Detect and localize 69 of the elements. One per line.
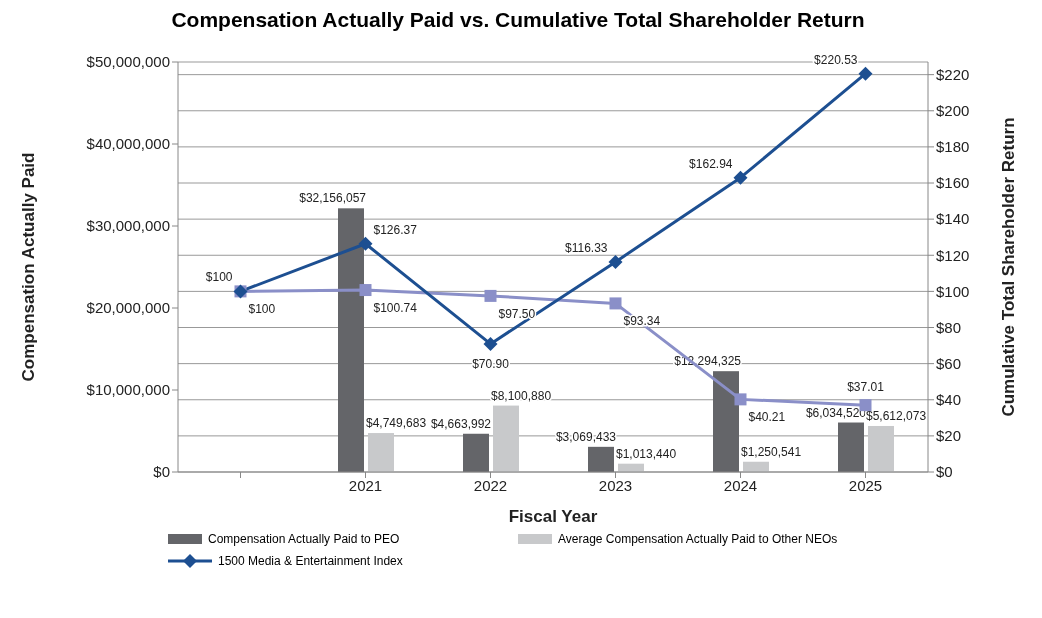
bar	[463, 433, 489, 472]
data-label: $1,013,440	[616, 446, 677, 461]
bar	[338, 208, 364, 472]
y-tick-label: $0	[153, 463, 170, 481]
x-axis-title: Fiscal Year	[508, 507, 598, 526]
bar	[588, 446, 614, 472]
point	[358, 236, 373, 251]
y-tick-label: $20,000,000	[86, 299, 170, 317]
point	[608, 254, 623, 269]
y-axis-title: Compensation Actually Paid	[19, 152, 39, 382]
y2-tick-label: $0	[936, 463, 953, 481]
y2-tick-label: $80	[936, 318, 962, 336]
data-label: $116.33	[565, 240, 608, 255]
y2-tick-label: $100	[936, 282, 970, 300]
y2-axis-title: Cumulative Total Shareholder Return	[999, 117, 1019, 417]
y-tick-label: $30,000,000	[86, 217, 170, 235]
legend-label: Compensation Actually Paid to PEO	[208, 532, 400, 546]
data-label: $1,250,541	[741, 444, 802, 459]
y-tick-label: $10,000,000	[86, 381, 170, 399]
point	[858, 66, 873, 81]
y-tick-label: $50,000,000	[86, 53, 170, 71]
data-label: $5,612,073	[866, 408, 927, 423]
data-label: $4,663,992	[430, 416, 492, 431]
data-label: $70.90	[472, 356, 510, 371]
data-label: $93.34	[623, 314, 661, 329]
x-tick-label: 2025	[848, 476, 883, 494]
data-label: $12,294,325	[674, 354, 742, 369]
legend-label: Average Compensation Actually Paid to Other NEOs	[558, 532, 838, 546]
x-tick-label: 2022	[473, 476, 508, 494]
y2-tick-label: $200	[936, 102, 970, 120]
data-label: $6,034,520	[805, 405, 867, 420]
y2-tick-label: $160	[936, 174, 970, 192]
data-label: $126.37	[373, 222, 418, 237]
y-tick-label: $40,000,000	[86, 135, 170, 153]
data-label: $37.01	[847, 380, 885, 395]
data-label: $4,749,683	[366, 416, 427, 431]
point	[484, 289, 497, 302]
bar	[868, 425, 894, 472]
data-label: $32,156,057	[299, 191, 367, 206]
y2-tick-label: $20	[936, 427, 962, 445]
data-label: $97.50	[498, 306, 536, 321]
data-label: $220.53	[814, 52, 858, 67]
point	[359, 284, 372, 297]
y2-tick-label: $60	[936, 354, 962, 372]
chart-title: Compensation Actually Paid vs. Cumulative Total Shareholder Return	[170, 8, 866, 32]
bar	[713, 371, 739, 472]
y2-tick-label: $120	[936, 246, 970, 264]
data-label: $3,069,433	[555, 429, 617, 444]
y2-tick-label: $40	[936, 391, 962, 409]
point	[483, 336, 498, 351]
y2-tick-label: $140	[936, 210, 970, 228]
data-label: $100	[205, 270, 233, 285]
bar	[493, 405, 519, 472]
point	[609, 297, 622, 310]
data-label: $162.94	[689, 156, 733, 171]
y2-tick-label: $220	[936, 65, 970, 83]
y2-tick-label: $180	[936, 138, 970, 156]
bar	[838, 422, 864, 472]
data-label: $100	[248, 302, 276, 317]
data-label: $100.74	[373, 301, 418, 316]
legend-label: 1500 Media & Entertainment Index	[218, 554, 403, 568]
x-tick-label: 2023	[598, 476, 633, 494]
data-label: $8,100,880	[491, 388, 552, 403]
x-tick-label: 2021	[348, 476, 383, 494]
point	[733, 170, 748, 185]
x-tick-label: 2024	[723, 476, 758, 494]
bar	[368, 433, 394, 472]
data-label: $40.21	[748, 410, 786, 425]
point	[734, 393, 747, 406]
